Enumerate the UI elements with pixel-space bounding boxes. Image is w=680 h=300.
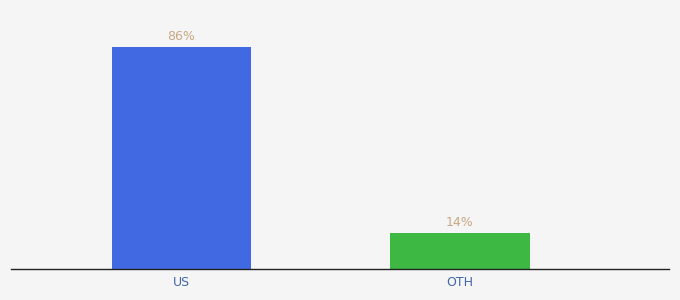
Text: 14%: 14% xyxy=(446,216,474,229)
Bar xyxy=(112,47,251,269)
Text: 86%: 86% xyxy=(167,30,195,43)
Bar xyxy=(390,233,530,269)
